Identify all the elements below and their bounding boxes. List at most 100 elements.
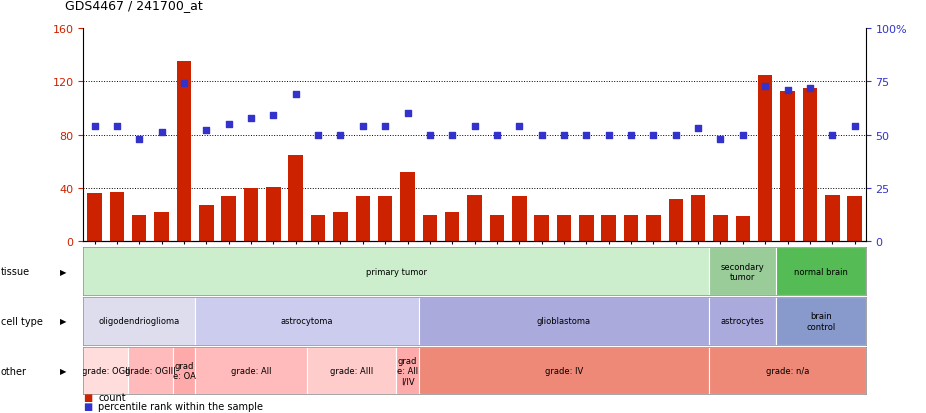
Bar: [422, 215, 437, 242]
Point: [154, 130, 169, 136]
Bar: [177, 62, 191, 242]
Point: [557, 132, 571, 139]
Bar: [646, 215, 660, 242]
Bar: [155, 212, 169, 242]
Text: GDS4467 / 241700_at: GDS4467 / 241700_at: [65, 0, 203, 12]
Bar: [713, 215, 728, 242]
Point: [713, 136, 728, 143]
Bar: [244, 188, 258, 242]
Text: grade: All: grade: All: [231, 366, 271, 375]
Bar: [825, 195, 840, 242]
Bar: [83, 297, 195, 345]
Text: grade: AIII: grade: AIII: [330, 366, 373, 375]
Point: [109, 123, 124, 130]
Bar: [378, 197, 393, 242]
Bar: [445, 212, 459, 242]
Point: [266, 113, 281, 119]
Bar: [512, 197, 527, 242]
Text: normal brain: normal brain: [795, 267, 848, 276]
Point: [512, 123, 527, 130]
Point: [847, 123, 862, 130]
Text: grade: IV: grade: IV: [544, 366, 583, 375]
Text: ▶: ▶: [59, 366, 67, 375]
Bar: [735, 216, 750, 242]
Text: ■: ■: [83, 401, 93, 411]
Text: ■: ■: [83, 392, 93, 402]
Text: percentile rank within the sample: percentile rank within the sample: [98, 401, 263, 411]
Point: [131, 136, 146, 143]
Point: [490, 132, 505, 139]
Point: [624, 132, 639, 139]
Point: [311, 132, 326, 139]
Point: [199, 128, 214, 134]
Bar: [579, 215, 594, 242]
Text: tissue: tissue: [1, 266, 30, 277]
Bar: [356, 197, 370, 242]
Point: [244, 115, 258, 121]
Text: primary tumor: primary tumor: [366, 267, 427, 276]
Bar: [221, 197, 236, 242]
Text: grad
e: OA: grad e: OA: [172, 361, 195, 380]
Text: ▶: ▶: [59, 317, 67, 325]
Bar: [847, 197, 862, 242]
Point: [757, 83, 772, 90]
Point: [825, 132, 840, 139]
Bar: [333, 212, 347, 242]
Bar: [691, 195, 706, 242]
Bar: [709, 297, 776, 345]
Point: [288, 92, 303, 98]
Point: [691, 126, 706, 132]
Bar: [624, 215, 638, 242]
Text: other: other: [1, 366, 27, 376]
Bar: [709, 248, 776, 295]
Text: brain
control: brain control: [807, 311, 836, 331]
Point: [669, 132, 683, 139]
Bar: [128, 347, 173, 394]
Point: [579, 132, 594, 139]
Text: grade: OGIII: grade: OGIII: [125, 366, 176, 375]
Point: [646, 132, 661, 139]
Point: [422, 132, 437, 139]
Bar: [776, 248, 866, 295]
Bar: [266, 187, 281, 242]
Point: [803, 85, 818, 92]
Bar: [468, 195, 482, 242]
Bar: [534, 215, 549, 242]
Bar: [490, 215, 504, 242]
Bar: [83, 248, 709, 295]
Bar: [419, 347, 709, 394]
Text: astrocytoma: astrocytoma: [281, 317, 333, 325]
Text: astrocytes: astrocytes: [721, 317, 765, 325]
Point: [534, 132, 549, 139]
Point: [444, 132, 459, 139]
Bar: [307, 347, 396, 394]
Point: [87, 123, 102, 130]
Bar: [109, 192, 124, 242]
Bar: [396, 347, 419, 394]
Bar: [709, 347, 866, 394]
Bar: [132, 215, 146, 242]
Point: [356, 123, 370, 130]
Text: oligodendrioglioma: oligodendrioglioma: [98, 317, 180, 325]
Text: cell type: cell type: [1, 316, 43, 326]
Bar: [311, 215, 325, 242]
Point: [400, 111, 415, 117]
Point: [221, 121, 236, 128]
Text: grade: OGII: grade: OGII: [81, 366, 130, 375]
Point: [177, 81, 192, 88]
Bar: [199, 206, 214, 242]
Bar: [195, 347, 307, 394]
Text: ▶: ▶: [59, 267, 67, 276]
Point: [378, 123, 393, 130]
Bar: [602, 215, 616, 242]
Text: count: count: [98, 392, 126, 402]
Point: [333, 132, 348, 139]
Text: grad
e: All
I/IV: grad e: All I/IV: [397, 356, 418, 385]
Bar: [400, 173, 415, 242]
Bar: [781, 91, 795, 242]
Bar: [173, 347, 195, 394]
Bar: [289, 155, 303, 242]
Bar: [419, 297, 709, 345]
Bar: [776, 297, 866, 345]
Text: secondary
tumor: secondary tumor: [721, 262, 765, 281]
